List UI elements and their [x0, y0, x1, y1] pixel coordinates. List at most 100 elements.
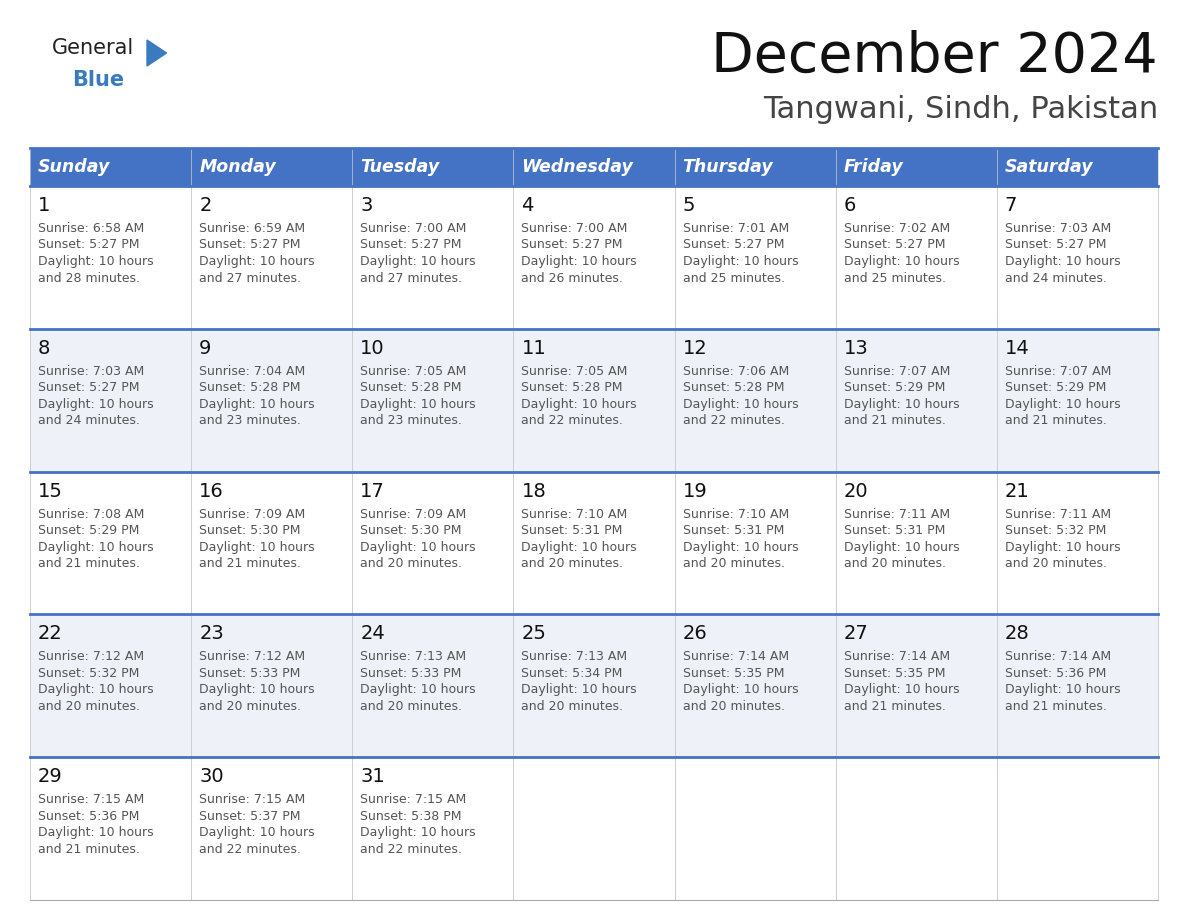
Text: Sunset: 5:27 PM: Sunset: 5:27 PM — [1005, 239, 1106, 252]
Text: Sunset: 5:29 PM: Sunset: 5:29 PM — [843, 381, 946, 395]
Polygon shape — [147, 40, 166, 66]
Bar — [191, 148, 353, 186]
Text: and 28 minutes.: and 28 minutes. — [38, 272, 140, 285]
Text: and 25 minutes.: and 25 minutes. — [683, 272, 784, 285]
Text: Daylight: 10 hours: Daylight: 10 hours — [200, 255, 315, 268]
Bar — [675, 186, 835, 329]
Text: Sunset: 5:28 PM: Sunset: 5:28 PM — [200, 381, 301, 395]
Text: 26: 26 — [683, 624, 707, 644]
Text: Sunrise: 7:00 AM: Sunrise: 7:00 AM — [360, 222, 467, 235]
Text: Sunrise: 7:15 AM: Sunrise: 7:15 AM — [200, 793, 305, 806]
Text: Friday: Friday — [843, 158, 903, 176]
Text: December 2024: December 2024 — [712, 30, 1158, 84]
Text: Daylight: 10 hours: Daylight: 10 hours — [683, 255, 798, 268]
Bar — [997, 329, 1158, 472]
Text: Daylight: 10 hours: Daylight: 10 hours — [200, 541, 315, 554]
Text: Daylight: 10 hours: Daylight: 10 hours — [843, 397, 960, 410]
Text: Sunrise: 7:01 AM: Sunrise: 7:01 AM — [683, 222, 789, 235]
Text: and 21 minutes.: and 21 minutes. — [843, 414, 946, 427]
Text: and 26 minutes.: and 26 minutes. — [522, 272, 624, 285]
Text: Sunset: 5:27 PM: Sunset: 5:27 PM — [843, 239, 946, 252]
Text: and 20 minutes.: and 20 minutes. — [522, 700, 624, 713]
Text: Daylight: 10 hours: Daylight: 10 hours — [683, 683, 798, 697]
Text: Sunset: 5:35 PM: Sunset: 5:35 PM — [683, 666, 784, 680]
Text: Sunrise: 7:06 AM: Sunrise: 7:06 AM — [683, 364, 789, 378]
Text: Sunset: 5:35 PM: Sunset: 5:35 PM — [843, 666, 946, 680]
Text: 2: 2 — [200, 196, 211, 215]
Text: Sunrise: 7:14 AM: Sunrise: 7:14 AM — [843, 650, 950, 664]
Text: 11: 11 — [522, 339, 546, 358]
Text: 21: 21 — [1005, 482, 1030, 500]
Text: 8: 8 — [38, 339, 50, 358]
Bar — [30, 186, 191, 329]
Text: Daylight: 10 hours: Daylight: 10 hours — [522, 541, 637, 554]
Bar — [675, 757, 835, 900]
Text: Daylight: 10 hours: Daylight: 10 hours — [522, 397, 637, 410]
Text: Sunrise: 7:11 AM: Sunrise: 7:11 AM — [843, 508, 950, 521]
Text: Sunrise: 7:14 AM: Sunrise: 7:14 AM — [683, 650, 789, 664]
Text: Sunday: Sunday — [38, 158, 110, 176]
Text: 30: 30 — [200, 767, 223, 786]
Text: Sunrise: 7:11 AM: Sunrise: 7:11 AM — [1005, 508, 1111, 521]
Bar — [513, 329, 675, 472]
Text: Blue: Blue — [72, 70, 124, 90]
Text: Sunrise: 7:12 AM: Sunrise: 7:12 AM — [38, 650, 144, 664]
Bar — [353, 757, 513, 900]
Bar — [675, 329, 835, 472]
Text: and 27 minutes.: and 27 minutes. — [200, 272, 301, 285]
Text: 31: 31 — [360, 767, 385, 786]
Bar — [835, 148, 997, 186]
Bar — [191, 757, 353, 900]
Text: and 21 minutes.: and 21 minutes. — [38, 843, 140, 856]
Bar — [997, 148, 1158, 186]
Text: and 21 minutes.: and 21 minutes. — [1005, 414, 1107, 427]
Text: and 22 minutes.: and 22 minutes. — [683, 414, 784, 427]
Text: Sunset: 5:30 PM: Sunset: 5:30 PM — [360, 524, 462, 537]
Text: 7: 7 — [1005, 196, 1017, 215]
Text: Sunset: 5:29 PM: Sunset: 5:29 PM — [1005, 381, 1106, 395]
Text: and 21 minutes.: and 21 minutes. — [38, 557, 140, 570]
Bar — [30, 614, 191, 757]
Text: Tangwani, Sindh, Pakistan: Tangwani, Sindh, Pakistan — [763, 95, 1158, 124]
Text: and 20 minutes.: and 20 minutes. — [683, 557, 784, 570]
Bar — [513, 186, 675, 329]
Text: 4: 4 — [522, 196, 533, 215]
Text: and 20 minutes.: and 20 minutes. — [38, 700, 140, 713]
Text: Daylight: 10 hours: Daylight: 10 hours — [522, 255, 637, 268]
Text: 14: 14 — [1005, 339, 1030, 358]
Text: 1: 1 — [38, 196, 50, 215]
Text: 20: 20 — [843, 482, 868, 500]
Bar — [513, 148, 675, 186]
Text: 24: 24 — [360, 624, 385, 644]
Bar — [191, 329, 353, 472]
Text: Daylight: 10 hours: Daylight: 10 hours — [843, 541, 960, 554]
Text: Daylight: 10 hours: Daylight: 10 hours — [38, 255, 153, 268]
Text: and 25 minutes.: and 25 minutes. — [843, 272, 946, 285]
Text: Daylight: 10 hours: Daylight: 10 hours — [843, 683, 960, 697]
Text: Daylight: 10 hours: Daylight: 10 hours — [38, 397, 153, 410]
Bar — [30, 329, 191, 472]
Text: and 22 minutes.: and 22 minutes. — [522, 414, 624, 427]
Text: Daylight: 10 hours: Daylight: 10 hours — [38, 683, 153, 697]
Text: Sunrise: 7:04 AM: Sunrise: 7:04 AM — [200, 364, 305, 378]
Bar — [835, 329, 997, 472]
Bar — [675, 148, 835, 186]
Text: and 23 minutes.: and 23 minutes. — [360, 414, 462, 427]
Text: Thursday: Thursday — [683, 158, 773, 176]
Text: Daylight: 10 hours: Daylight: 10 hours — [38, 541, 153, 554]
Text: 18: 18 — [522, 482, 546, 500]
Bar — [353, 186, 513, 329]
Text: and 20 minutes.: and 20 minutes. — [1005, 557, 1107, 570]
Text: Daylight: 10 hours: Daylight: 10 hours — [360, 826, 476, 839]
Text: 16: 16 — [200, 482, 223, 500]
Bar — [30, 757, 191, 900]
Text: and 21 minutes.: and 21 minutes. — [843, 700, 946, 713]
Bar — [513, 614, 675, 757]
Text: Daylight: 10 hours: Daylight: 10 hours — [1005, 683, 1120, 697]
Text: General: General — [52, 38, 134, 58]
Bar — [835, 472, 997, 614]
Text: and 20 minutes.: and 20 minutes. — [843, 557, 946, 570]
Bar — [675, 614, 835, 757]
Text: Sunset: 5:28 PM: Sunset: 5:28 PM — [683, 381, 784, 395]
Text: Daylight: 10 hours: Daylight: 10 hours — [200, 826, 315, 839]
